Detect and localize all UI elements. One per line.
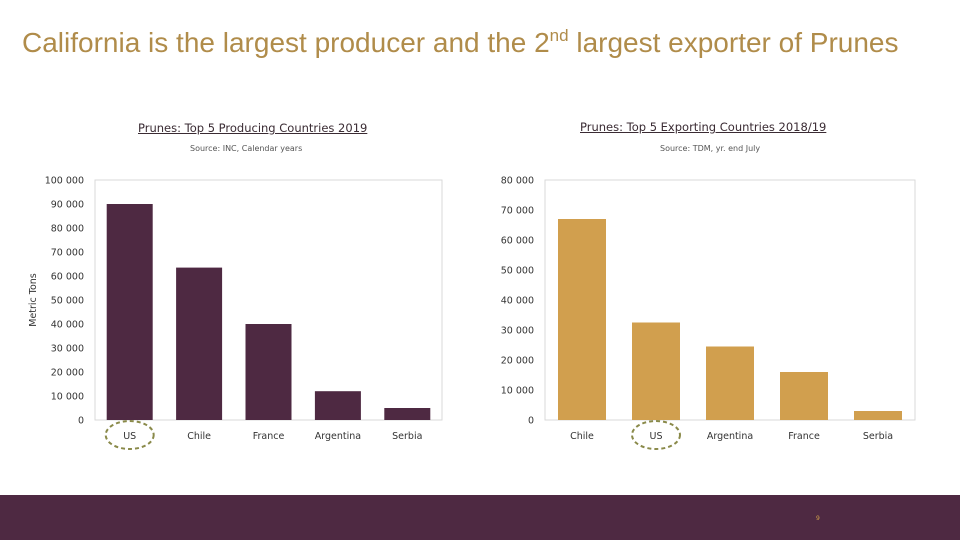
exporting-bar-argentina bbox=[706, 346, 754, 420]
exporting-y-tick-label: 60 000 bbox=[501, 236, 534, 247]
exporting-chart-source: Source: TDM, yr. end July bbox=[660, 144, 761, 153]
slide-title-rest: largest exporter of Prunes bbox=[568, 27, 899, 58]
producing-bar-serbia bbox=[384, 408, 431, 420]
producing-y-tick-label: 30 000 bbox=[51, 344, 84, 355]
producing-category-label: Chile bbox=[187, 431, 211, 442]
producing-category-label: US bbox=[123, 431, 136, 442]
producing-category-label: Serbia bbox=[392, 431, 422, 442]
exporting-category-label: Argentina bbox=[707, 431, 753, 442]
producing-bar-france bbox=[245, 324, 292, 420]
slide-title-main: California is the largest producer and t… bbox=[22, 27, 550, 58]
exporting-y-tick-label: 20 000 bbox=[501, 356, 534, 367]
producing-y-axis-title: Metric Tons bbox=[28, 273, 39, 327]
exporting-category-label: Serbia bbox=[863, 431, 893, 442]
exporting-y-tick-label: 80 000 bbox=[501, 176, 534, 187]
producing-y-tick-label: 20 000 bbox=[51, 368, 84, 379]
exporting-bar-chile bbox=[558, 219, 606, 420]
producing-y-tick-label: 90 000 bbox=[51, 200, 84, 211]
slide-title: California is the largest producer and t… bbox=[22, 26, 942, 60]
producing-y-tick-label: 100 000 bbox=[45, 176, 84, 187]
slide-title-superscript: nd bbox=[549, 26, 569, 45]
exporting-y-tick-label: 70 000 bbox=[501, 206, 534, 217]
exporting-category-label: France bbox=[788, 431, 820, 442]
producing-y-tick-label: 50 000 bbox=[51, 296, 84, 307]
exporting-y-tick-label: 10 000 bbox=[501, 386, 534, 397]
exporting-bar-us bbox=[632, 322, 680, 420]
exporting-bar-serbia bbox=[854, 411, 902, 420]
exporting-bar-france bbox=[780, 372, 828, 420]
exporting-category-label: Chile bbox=[570, 431, 594, 442]
producing-bar-chart: 0 10 000 20 000 30 000 40 000 50 000 60 000 70 … bbox=[28, 176, 443, 450]
producing-bar-chile bbox=[176, 267, 223, 420]
producing-y-tick-label: 70 000 bbox=[51, 248, 84, 259]
exporting-highlight-circle bbox=[631, 420, 681, 450]
exporting-y-tick-label: 40 000 bbox=[501, 296, 534, 307]
producing-highlight-circle bbox=[104, 420, 155, 450]
producing-y-tick-label: 60 000 bbox=[51, 272, 84, 283]
producing-y-tick-label: 80 000 bbox=[51, 224, 84, 235]
footer-bar: 9 bbox=[0, 495, 960, 540]
producing-category-label: Argentina bbox=[315, 431, 361, 442]
producing-y-tick-label: 10 000 bbox=[51, 392, 84, 403]
producing-chart-title: Prunes: Top 5 Producing Countries 2019 bbox=[138, 121, 368, 135]
exporting-category-label: US bbox=[650, 431, 663, 442]
producing-bar-argentina bbox=[314, 391, 361, 420]
producing-y-tick-label: 40 000 bbox=[51, 320, 84, 331]
exporting-y-tick-label: 30 000 bbox=[501, 326, 534, 337]
page-number: 9 bbox=[816, 515, 820, 522]
producing-category-label: France bbox=[253, 431, 285, 442]
producing-chart-source: Source: INC, Calendar years bbox=[190, 144, 303, 153]
exporting-bar-chart: 0 10 000 20 000 30 000 40 000 50 000 60 000 70 … bbox=[501, 176, 916, 450]
producing-y-tick-label: 0 bbox=[78, 416, 84, 427]
producing-bar-us bbox=[106, 204, 153, 420]
exporting-chart-title: Prunes: Top 5 Exporting Countries 2018/1… bbox=[580, 120, 827, 134]
exporting-y-tick-label: 0 bbox=[528, 416, 534, 427]
exporting-y-tick-label: 50 000 bbox=[501, 266, 534, 277]
